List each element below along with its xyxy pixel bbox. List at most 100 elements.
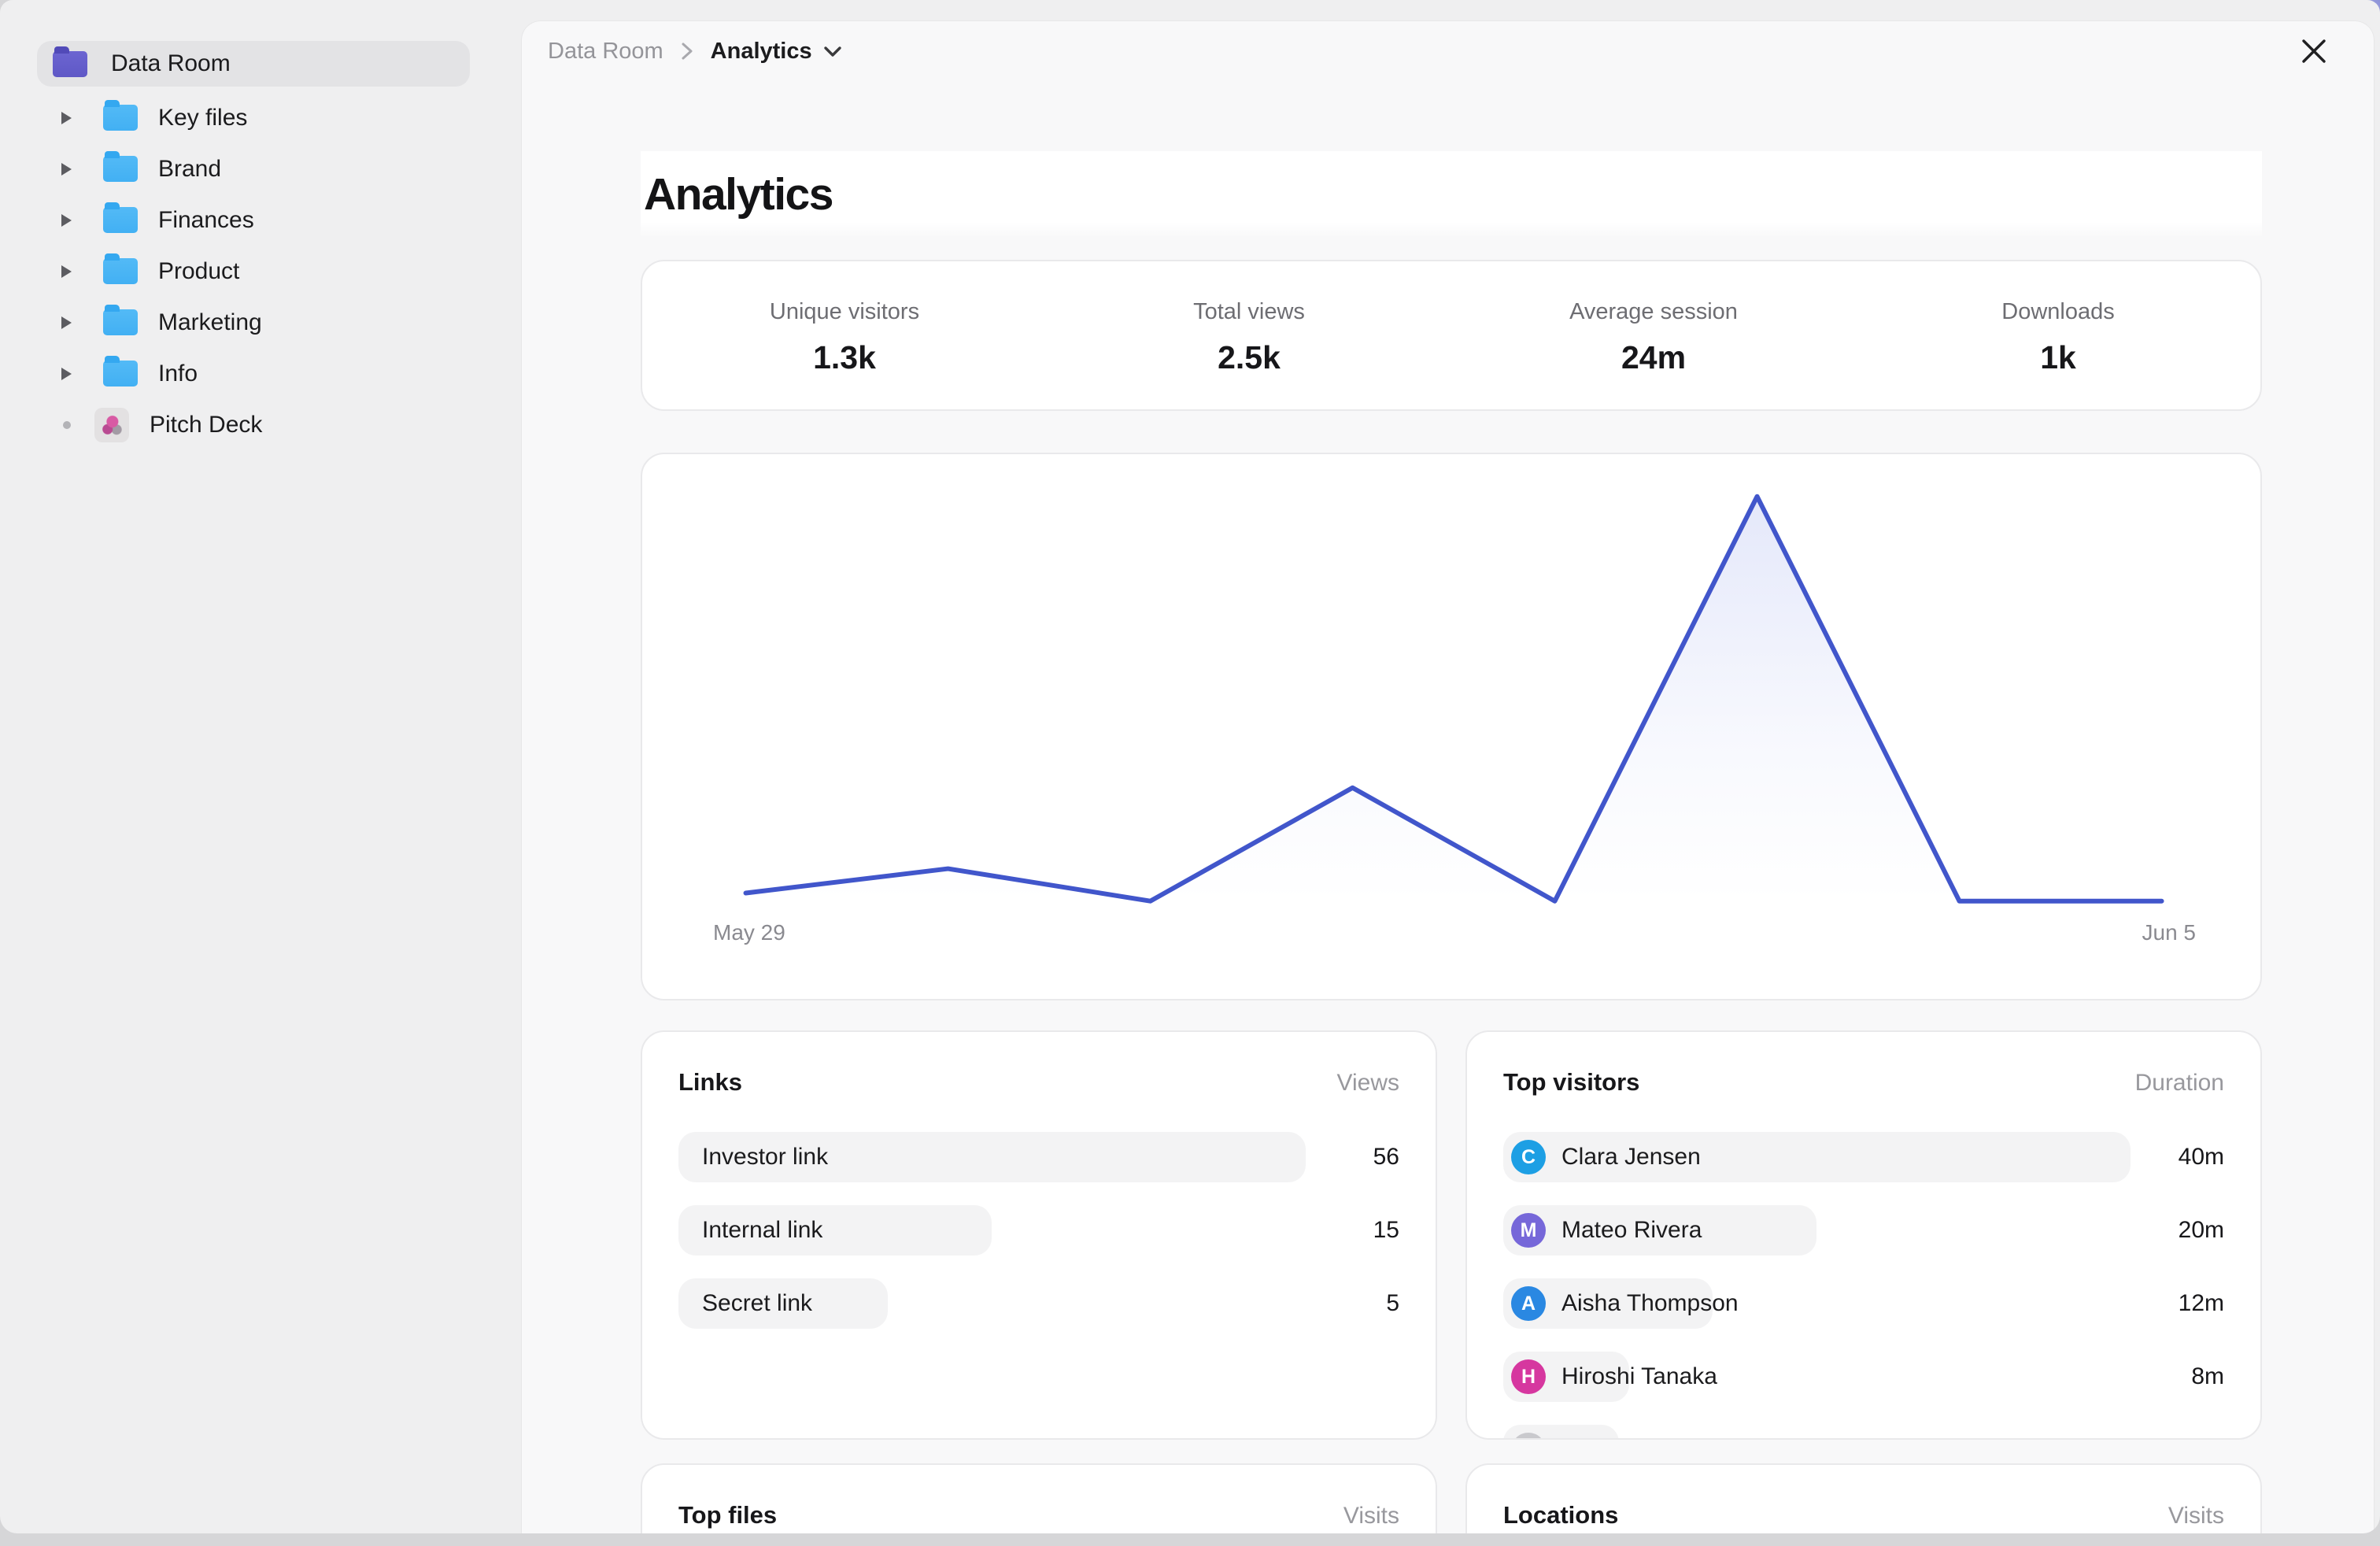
stat-label: Total views [1193,299,1305,324]
stat-value: 2.5k [1218,339,1281,375]
top-files-header: Top files Visits [642,1465,1436,1529]
top-visitors-header: Top visitors Duration [1467,1032,2260,1097]
visitor-name: Mateo Rivera [1561,1217,1702,1243]
visitor-rows: C Clara Jensen 40m M Mateo Rivera 20m [1503,1132,2224,1438]
disclosure-triangle-icon[interactable] [61,111,83,124]
sidebar-item-product[interactable]: Product [0,246,522,297]
visits-chart-card: May 29 Jun 5 [641,453,2262,1000]
sidebar-item-info[interactable]: Info [0,348,522,399]
panel-title: Links [678,1068,742,1096]
avatar [1511,1433,1546,1438]
folder-blue-icon [103,305,138,335]
panel-title: Locations [1503,1501,1619,1529]
stat-label: Downloads [2001,299,2115,324]
locations-panel: Locations Visits [1465,1463,2262,1533]
breadcrumb-bar: Data Room Analytics [522,21,2374,81]
visitor-name: Clara Jensen [1561,1144,1701,1170]
chart-line [743,494,2164,904]
stat-unique-visitors: Unique visitors 1.3k [642,294,1047,376]
sidebar-item-label: Data Room [111,50,231,76]
sidebar-item-brand[interactable]: Brand [0,143,522,194]
sidebar-item-label: Finances [158,206,254,233]
page-header: Analytics [641,151,2262,238]
middle-panels: Links Views Investor link 56 Interna [641,1030,2262,1440]
visitor-row-hiroshi-tanaka[interactable]: H Hiroshi Tanaka 8m [1503,1352,2224,1402]
breadcrumb-current-dropdown[interactable]: Analytics [711,39,842,65]
links-panel-header: Links Views [642,1032,1436,1097]
disclosure-triangle-icon[interactable] [61,367,83,380]
stat-average-session: Average session 24m [1451,294,1856,376]
avatar: C [1511,1140,1546,1174]
panel-value-header: Duration [2134,1070,2224,1096]
visitor-duration-value: 8m [2191,1363,2224,1389]
link-bar: Investor link [678,1132,1306,1182]
sidebar-item-label: Brand [158,155,222,182]
visitor-row-mateo-rivera[interactable]: M Mateo Rivera 20m [1503,1205,2224,1256]
folder-blue-icon [103,253,138,284]
stat-downloads: Downloads 1k [1856,294,2260,376]
disclosure-triangle-icon[interactable] [61,162,83,176]
visitor-bar: A Aisha Thompson [1503,1278,1739,1329]
link-row-secret[interactable]: Secret link 5 [678,1278,1399,1329]
sidebar-item-label: Pitch Deck [150,411,263,438]
stat-value: 24m [1621,339,1687,375]
close-icon[interactable] [2292,29,2336,73]
pitch-deck-thumbnail-icon [94,407,129,442]
stat-label: Unique visitors [769,299,920,324]
visitor-row-partial[interactable] [1503,1425,2224,1438]
links-panel: Links Views Investor link 56 Interna [641,1030,1437,1440]
links-rows: Investor link 56 Internal link 15 [678,1132,1399,1329]
avatar: M [1511,1213,1546,1248]
breadcrumb-root[interactable]: Data Room [548,38,663,64]
visits-chart-svg[interactable] [642,454,2260,999]
breadcrumb-current: Analytics [710,38,812,64]
disclosure-triangle-icon[interactable] [61,316,83,329]
link-label: Internal link [702,1217,823,1243]
visitor-row-clara-jensen[interactable]: C Clara Jensen 40m [1503,1132,2224,1182]
avatar: A [1511,1286,1546,1321]
chevron-right-icon [681,40,693,62]
visitor-bar: C Clara Jensen [1503,1132,2131,1182]
visitor-duration-value: 12m [2178,1290,2224,1316]
link-bar: Secret link [678,1278,888,1329]
stat-total-views: Total views 2.5k [1047,294,1451,376]
chevron-down-icon [823,46,842,57]
link-views-value: 15 [1373,1217,1399,1243]
folder-blue-icon [103,202,138,233]
visitor-bar [1503,1425,1619,1438]
avatar: H [1511,1359,1546,1394]
x-axis-start-label: May 29 [713,920,785,945]
main-panel: Data Room Analytics Analytics Uniqu [522,21,2374,1533]
link-row-internal[interactable]: Internal link 15 [678,1205,1399,1256]
top-files-panel: Top files Visits [641,1463,1437,1533]
link-row-investor[interactable]: Investor link 56 [678,1132,1399,1182]
stat-label: Average session [1569,299,1738,324]
top-visitors-panel: Top visitors Duration C Clara Jensen 40m [1465,1030,2262,1440]
sidebar-item-marketing[interactable]: Marketing [0,297,522,348]
stat-value: 1.3k [813,339,876,375]
sidebar-tree: Key files Brand Finances Product Marketi [0,92,522,450]
sidebar-item-label: Info [158,360,198,386]
sidebar-item-label: Key files [158,104,248,131]
visitor-duration-value: 20m [2178,1217,2224,1243]
stat-value: 1k [2040,339,2076,375]
link-views-value: 5 [1386,1290,1399,1316]
visitor-bar: M Mateo Rivera [1503,1205,1817,1256]
folder-blue-icon [103,100,138,131]
sidebar-item-key-files[interactable]: Key files [0,92,522,143]
disclosure-triangle-icon[interactable] [61,264,83,278]
folder-purple-icon [53,46,87,77]
page-title: Analytics [644,169,833,220]
visitor-row-aisha-thompson[interactable]: A Aisha Thompson 12m [1503,1278,2224,1329]
sidebar-item-finances[interactable]: Finances [0,194,522,246]
disclosure-triangle-icon[interactable] [61,213,83,227]
sidebar-item-data-room-selected[interactable]: Data Room [37,41,470,87]
sidebar-item-label: Product [158,257,240,284]
link-bar: Internal link [678,1205,992,1256]
sidebar-item-pitch-deck[interactable]: Pitch Deck [0,399,522,450]
folder-blue-icon [103,356,138,386]
panel-value-header: Views [1336,1070,1399,1096]
content-column: Analytics Unique visitors 1.3k Total vie… [641,21,2262,1533]
visitor-bar: H Hiroshi Tanaka [1503,1352,1717,1402]
